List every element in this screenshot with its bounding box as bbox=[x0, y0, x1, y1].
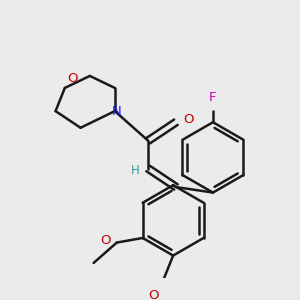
Text: H: H bbox=[131, 164, 140, 177]
Text: O: O bbox=[101, 234, 111, 247]
Text: N: N bbox=[112, 105, 122, 118]
Text: O: O bbox=[183, 113, 194, 126]
Text: F: F bbox=[209, 91, 217, 104]
Text: O: O bbox=[68, 72, 78, 85]
Text: O: O bbox=[148, 289, 158, 300]
